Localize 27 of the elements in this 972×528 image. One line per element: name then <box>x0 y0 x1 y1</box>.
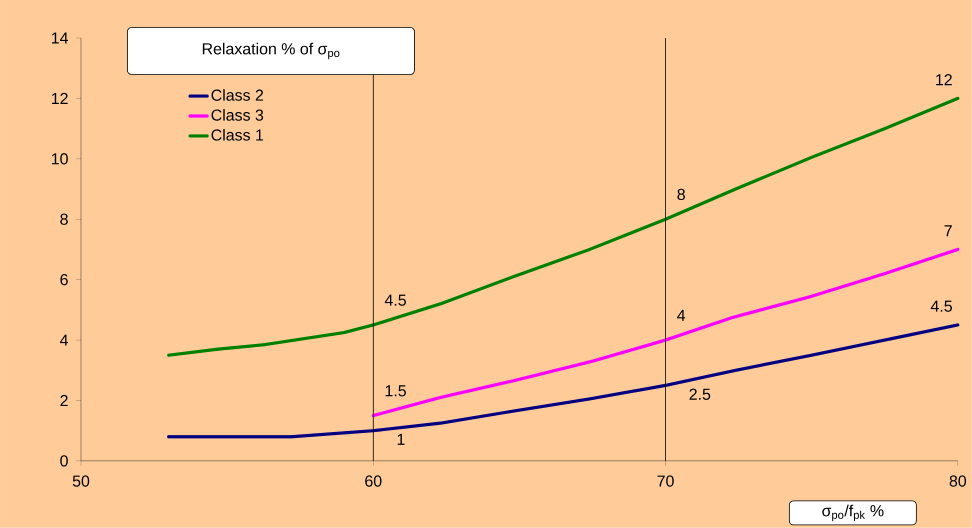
annotation: 1 <box>398 434 405 445</box>
legend-title: Relaxation % of σ$_{po}$ <box>202 42 340 60</box>
legend-label: Class 2 <box>212 89 264 101</box>
y-tick-label: 4 <box>60 334 68 346</box>
x-tick-label: 50 <box>72 475 90 487</box>
x-tick-label: 80 <box>950 475 966 487</box>
x-tick-label: 70 <box>657 475 674 487</box>
annotation: 4.5 <box>384 294 406 306</box>
y-tick-label: 10 <box>52 153 68 165</box>
y-tick-label: 14 <box>52 32 68 44</box>
x-tick-label: 60 <box>365 475 382 487</box>
annotation: 1.5 <box>386 385 406 396</box>
legend-label: Class 3 <box>212 109 264 121</box>
y-tick-label: 6 <box>60 274 68 286</box>
y-tick-label: 2 <box>60 394 68 406</box>
annotation: 12 <box>936 74 952 86</box>
x-axis-title: σ$_{po}$/f$_{pk}$ % <box>822 504 884 522</box>
legend-label: Class 1 <box>212 129 264 141</box>
y-tick-label: 8 <box>60 214 68 225</box>
annotation: 4.5 <box>930 300 952 312</box>
y-tick-label: 12 <box>52 92 68 104</box>
annotation: 2.5 <box>690 388 710 400</box>
annotation: 4 <box>677 310 686 321</box>
y-tick-label: 0 <box>60 455 68 467</box>
annotation: 7 <box>944 225 952 236</box>
annotation: 8 <box>677 188 685 200</box>
line-series <box>372 248 960 418</box>
